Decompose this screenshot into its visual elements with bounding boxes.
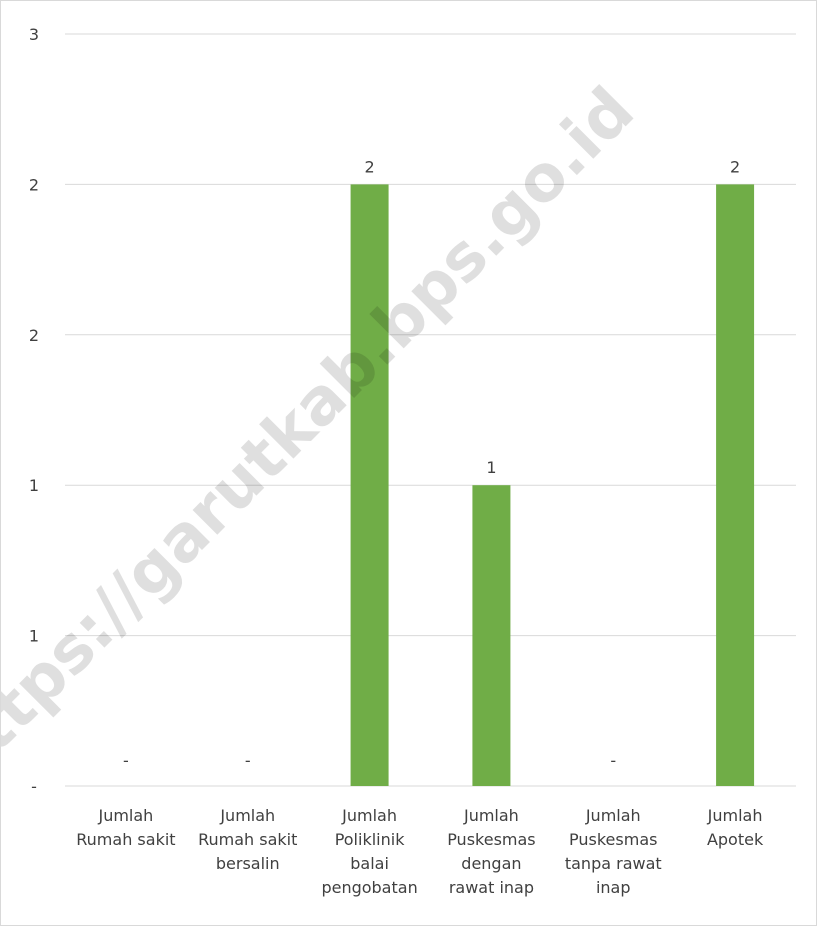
data-label: -	[610, 751, 616, 770]
y-tick-label: 1	[29, 627, 39, 646]
category-label: Jumlah Rumah sakit	[76, 806, 175, 849]
category-label: Jumlah Rumah sakit bersalin	[198, 806, 297, 873]
data-labels: - - 2 1 - 2	[123, 157, 740, 770]
data-label: 2	[364, 157, 374, 176]
bars	[350, 184, 755, 786]
data-label: 1	[486, 458, 496, 477]
category-label: Jumlah Puskesmas tanpa rawat inap	[565, 806, 662, 897]
x-axis-categories: Jumlah Rumah sakit Jumlah Rumah sakit bersal…	[76, 806, 764, 897]
data-label: -	[123, 751, 129, 770]
category-label: Jumlah Apotek	[707, 806, 764, 849]
y-axis-ticks: - 1 1 2 2 3	[29, 25, 39, 796]
category-label: Jumlah Poliklinik balai pengobatan	[321, 806, 417, 897]
bar	[350, 184, 389, 786]
y-tick-label: 3	[29, 25, 39, 44]
watermark-text: https://garutkab.bps.go.id	[1, 74, 649, 799]
y-tick-label: -	[31, 777, 37, 796]
bar	[716, 184, 755, 786]
gridlines	[65, 33, 796, 787]
data-label: -	[245, 751, 251, 770]
category-label: Jumlah Puskesmas dengan rawat inap	[447, 806, 535, 897]
y-tick-label: 2	[29, 175, 39, 194]
data-label: 2	[730, 157, 740, 176]
y-tick-label: 1	[29, 476, 39, 495]
y-tick-label: 2	[29, 326, 39, 345]
bar	[472, 485, 511, 786]
